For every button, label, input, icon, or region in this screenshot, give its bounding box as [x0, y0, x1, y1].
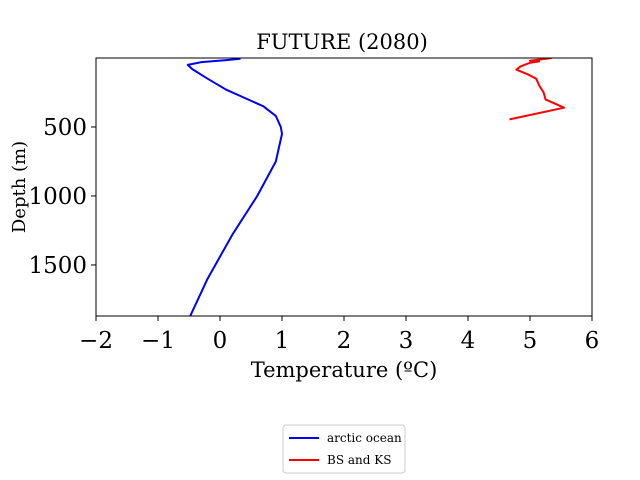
plot-frame — [95, 57, 593, 317]
legend: arctic ocean BS and KS — [282, 424, 406, 474]
chart-title: FUTURE (2080) — [256, 30, 428, 54]
x-tick-label-1: −1 — [141, 328, 175, 354]
x-axis-label: Temperature (ºC) — [251, 358, 438, 382]
legend-label-1: BS and KS — [327, 453, 391, 467]
y-tick-label-0: 500 — [43, 115, 87, 141]
y-tick-label-2: 1500 — [28, 253, 87, 279]
x-axis: −2 −1 0 1 2 3 4 5 6 — [79, 316, 599, 354]
plot-area — [95, 57, 593, 317]
y-axis-label: Depth (m) — [9, 141, 30, 233]
x-tick-label-0: −2 — [79, 328, 113, 354]
x-tick-label-2: 0 — [213, 328, 228, 354]
x-tick-label-7: 5 — [523, 328, 538, 354]
x-tick-label-4: 2 — [337, 328, 352, 354]
y-tick-label-1: 1000 — [28, 184, 87, 210]
x-tick-label-3: 1 — [275, 328, 290, 354]
series-group — [186, 58, 566, 316]
x-tick-label-8: 6 — [585, 328, 600, 354]
x-tick-label-6: 4 — [461, 328, 476, 354]
x-tick-label-5: 3 — [399, 328, 414, 354]
series-line-0 — [186, 58, 283, 316]
y-axis: 500 1000 1500 — [28, 115, 96, 279]
series-line-1 — [509, 58, 566, 121]
legend-label-0: arctic ocean — [327, 431, 402, 445]
